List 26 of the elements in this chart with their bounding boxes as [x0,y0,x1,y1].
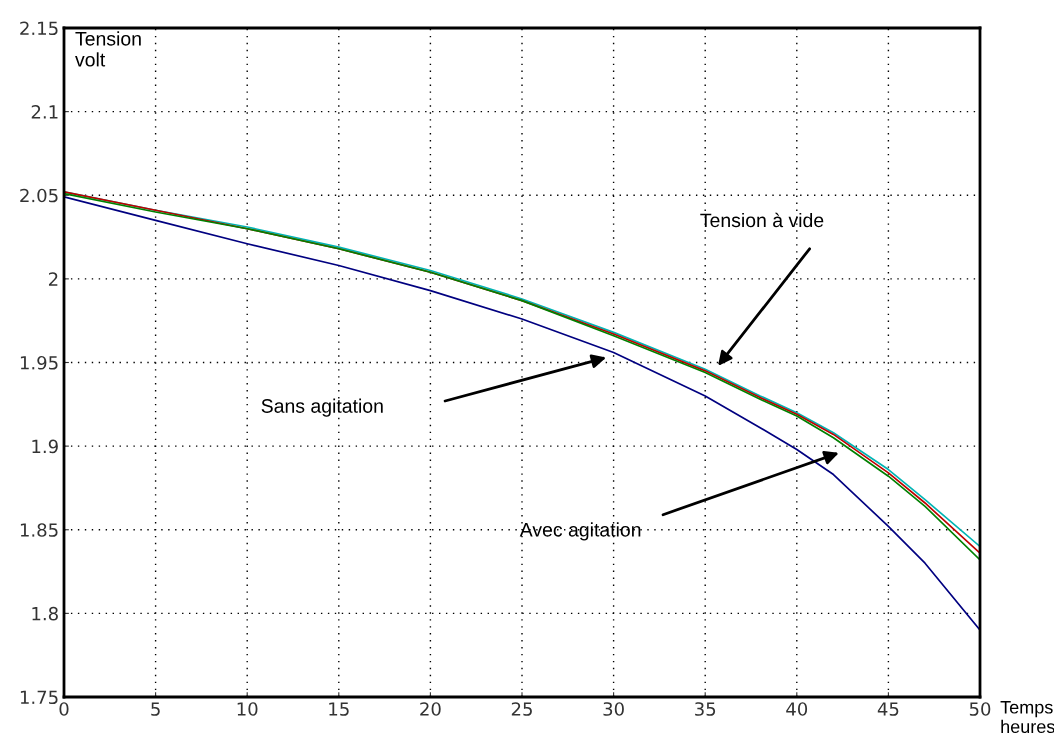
x-tick-label: 50 [969,702,991,716]
y-tick-label: 2.1 [31,105,58,119]
x-tick-label: 45 [877,702,899,716]
y-tick-label: 1.95 [20,355,58,370]
x-tick-label: 30 [603,702,624,716]
y-tick-label: 2.05 [20,188,58,203]
x-tick-label: 0 [59,702,69,716]
y-tick-label: 2 [48,272,58,286]
x-tick-label: 15 [329,702,349,716]
y-tick-label: 1.9 [32,439,58,454]
x-axis-title: Temps heures [1000,701,1054,734]
y-tick-label: 1.8 [32,606,58,621]
y-tick-label: 1.75 [20,690,58,705]
y-tick-label: 2.15 [20,21,58,36]
y-tick-label: 1.85 [20,523,58,537]
x-tick-label: 20 [420,702,441,716]
x-tick-label: 25 [511,702,532,716]
annotation: Sans agitation [261,398,383,417]
x-tick-label: 5 [151,702,160,716]
x-tick-label: 10 [237,702,258,716]
x-tick-label: 35 [695,702,716,716]
line-series [64,196,980,631]
x-tick-label: 40 [786,702,808,716]
y-axis-title: Tension volt [75,31,141,67]
annotation: Tension à vide [700,212,824,228]
annotation: Avec agitation [519,522,641,541]
